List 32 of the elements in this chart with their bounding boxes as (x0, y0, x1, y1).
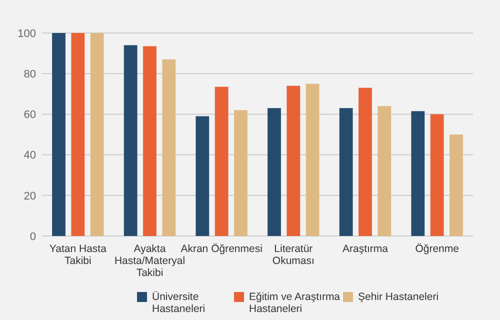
x-tick-label: Araştırma (342, 243, 388, 255)
legend-label: Eğitim ve Araştırma Hastaneleri (249, 291, 340, 315)
bar (286, 86, 300, 236)
bar (378, 106, 392, 236)
bar (450, 134, 463, 236)
x-tick-label: Yatan Hasta Takibi (49, 243, 107, 267)
y-tick-label: 40 (24, 150, 36, 162)
bar (234, 110, 248, 236)
legend-label: Şehir Hastaneleri (358, 291, 439, 303)
y-tick-label: 0 (30, 230, 36, 243)
bar (90, 33, 104, 236)
x-tick-label: Öğrenme (415, 243, 460, 255)
y-tick-label: 80 (24, 68, 36, 80)
x-tick-label: Literatür Okuması (272, 243, 314, 267)
y-tick-label: 20 (24, 190, 36, 202)
bar (268, 108, 281, 236)
bar (214, 86, 228, 236)
bar (411, 111, 425, 236)
legend-label: Üniversite Hastaneleri (152, 291, 206, 315)
bar (306, 84, 320, 236)
bar (196, 116, 210, 236)
x-tick-label: Akran Öğrenmesi (180, 243, 262, 255)
bar (71, 33, 85, 236)
bar (162, 59, 176, 236)
y-tick-label: 100 (18, 28, 36, 40)
bar (430, 114, 444, 236)
bar (52, 33, 66, 236)
bar (124, 45, 138, 236)
bar (339, 108, 353, 236)
bar (358, 88, 372, 236)
bar (143, 46, 156, 236)
y-tick-label: 60 (24, 109, 36, 122)
